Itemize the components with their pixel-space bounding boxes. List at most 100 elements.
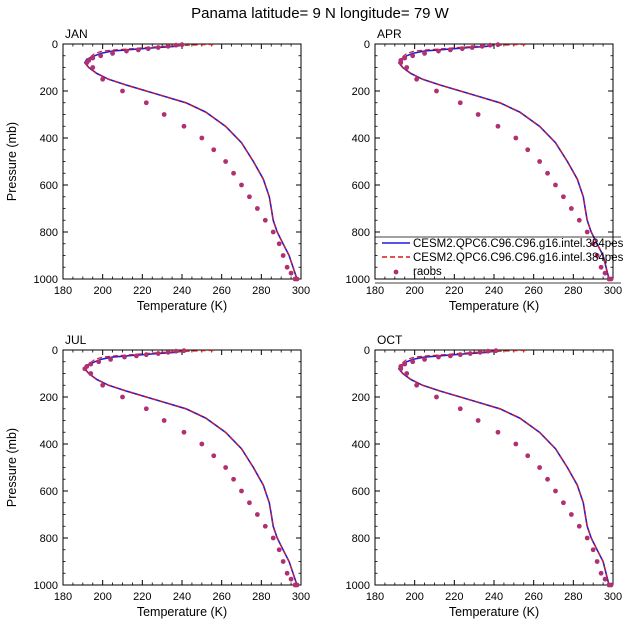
x-tick-label: 260 (524, 285, 542, 297)
raobs-point (161, 112, 167, 117)
raobs-point (479, 43, 485, 49)
x-tick-label: 260 (212, 285, 230, 297)
x-tick-label: 260 (212, 591, 230, 603)
raobs-point (247, 194, 252, 200)
raobs-point (155, 45, 161, 50)
raobs-point (467, 351, 473, 356)
raobs-point (120, 88, 125, 94)
raobs-point (594, 253, 600, 258)
raobs-point (602, 270, 608, 276)
x-tick-label: 280 (252, 285, 270, 297)
panel-jul: 180 200 220 240 260 280 300 0 200 400 600 800 1000 Te… (5, 333, 310, 619)
raobs-point (545, 476, 550, 482)
model-line-solid (397, 350, 610, 586)
x-tick-label: 180 (366, 591, 384, 603)
plot-frame (62, 43, 302, 280)
raobs-point (133, 353, 139, 359)
raobs-point (239, 488, 244, 494)
raobs-point (584, 229, 590, 235)
raobs-point (98, 53, 104, 59)
y-axis-label: Pressure (mb) (5, 428, 19, 507)
raobs-point (495, 429, 501, 435)
raobs-point (270, 229, 276, 235)
raobs-point (155, 351, 161, 356)
raobs-point (537, 465, 543, 470)
x-tick-label: 240 (485, 285, 503, 297)
model-line-solid (83, 44, 298, 280)
x-tick-label: 260 (524, 591, 542, 603)
raobs-point (561, 194, 566, 200)
raobs-point (404, 371, 410, 376)
legend-label: CESM2.QPC6.C96.C96.g16.intel.384pes (413, 238, 624, 250)
model-line-dashed (84, 349, 298, 586)
raobs-point (447, 47, 453, 53)
raobs-point (288, 270, 294, 276)
raobs-point (410, 53, 416, 59)
legend: CESM2.QPC6.C96.C96.g16.intel.384pes CESM2… (375, 236, 624, 284)
raobs-point (173, 348, 179, 354)
panel-jan: 180 200 220 240 260 280 300 0 200 400 600 800 1000 Te… (5, 27, 310, 313)
y-tick-label: 400 (352, 133, 370, 145)
model-line-dashed (84, 43, 298, 280)
x-tick-label: 200 (405, 285, 423, 297)
y-tick-label: 600 (352, 180, 370, 192)
raobs-point (553, 488, 558, 494)
raobs-point (525, 147, 531, 153)
raobs-point (276, 547, 282, 553)
legend-label: raobs (413, 266, 442, 278)
raobs-point (434, 394, 439, 400)
raobs-point (457, 406, 463, 412)
y-tick-label: 0 (52, 345, 58, 357)
y-axis-label: Pressure (mb) (5, 122, 19, 201)
raobs-point (120, 394, 125, 400)
raobs-point (181, 123, 187, 129)
raobs-point (475, 112, 481, 117)
panel-oct: 180 200 220 240 260 280 300 0 200 400 600 800 1000 Te… (346, 333, 623, 619)
raobs-point (598, 570, 604, 576)
model-line-solid (83, 350, 298, 586)
x-tick-label: 240 (485, 591, 503, 603)
x-tick-label: 200 (93, 285, 111, 297)
raobs-point (434, 88, 439, 94)
raobs-point (247, 500, 252, 506)
legend-label: CESM2.QPC6.C96.C96.g16.intel.384pes (413, 252, 624, 264)
raobs-point (254, 512, 260, 517)
raobs-point (143, 100, 149, 106)
x-tick-label: 220 (445, 285, 463, 297)
y-tick-label: 600 (352, 486, 370, 498)
raobs-point (294, 276, 300, 282)
x-tick-label: 180 (54, 591, 72, 603)
raobs-point (88, 361, 94, 367)
raobs-point (223, 465, 229, 470)
raobs-point (608, 582, 614, 588)
raobs-point (398, 60, 404, 66)
y-tick-label: 400 (40, 439, 58, 451)
x-tick-label: 180 (366, 285, 384, 297)
raobs-point (561, 500, 566, 506)
raobs-point (284, 264, 290, 270)
raobs-point (513, 441, 519, 447)
y-tick-label: 400 (352, 439, 370, 451)
x-tick-label: 300 (604, 285, 622, 297)
raobs-point (239, 182, 244, 188)
raobs-point (145, 46, 151, 52)
raobs-point (165, 43, 171, 49)
plot-frame (374, 349, 614, 586)
raobs-point (100, 382, 106, 388)
raobs-point (254, 206, 260, 211)
raobs-point (495, 42, 501, 48)
x-axis-label: Temperature (K) (449, 299, 539, 313)
raobs-point (525, 453, 531, 459)
y-tick-label: 1000 (34, 580, 58, 592)
y-tick-label: 0 (52, 39, 58, 51)
raobs-point (88, 371, 94, 376)
y-tick-label: 200 (352, 392, 370, 404)
raobs-point (402, 361, 408, 367)
raobs-point (173, 42, 179, 48)
raobs-point (553, 182, 558, 188)
raobs-point (594, 559, 600, 564)
y-tick-label: 1000 (346, 274, 370, 286)
raobs-point (495, 123, 501, 129)
y-tick-label: 800 (352, 533, 370, 545)
